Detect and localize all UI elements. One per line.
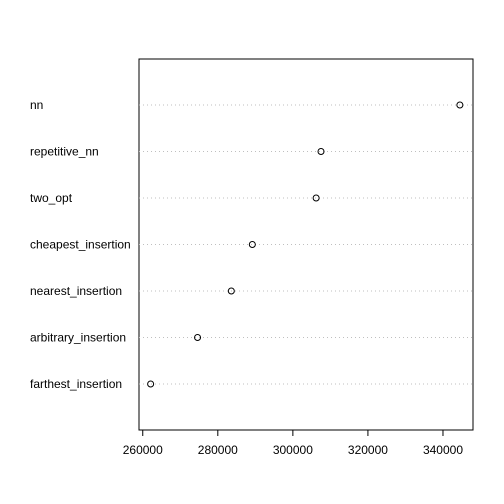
- x-tick-label: 340000: [423, 443, 463, 457]
- category-labels: nn repetitive_nn two_opt cheapest_insertion…: [30, 98, 131, 391]
- category-label: nearest_insertion: [30, 284, 122, 298]
- plot-frame: [139, 59, 473, 430]
- data-point: [313, 195, 319, 201]
- category-label: arbitrary_insertion: [30, 331, 126, 345]
- data-point: [249, 242, 255, 248]
- category-label: nn: [30, 98, 43, 112]
- category-label: two_opt: [30, 191, 73, 205]
- x-axis: 260000 280000 300000 320000 340000: [123, 430, 464, 457]
- x-tick-label: 300000: [273, 443, 313, 457]
- category-label: repetitive_nn: [30, 145, 99, 159]
- category-label: cheapest_insertion: [30, 238, 131, 252]
- category-label: farthest_insertion: [30, 377, 122, 391]
- data-point: [148, 381, 154, 387]
- guide-lines: [139, 105, 473, 384]
- x-tick-label: 280000: [198, 443, 238, 457]
- x-tick-label: 260000: [123, 443, 163, 457]
- x-tick-label: 320000: [348, 443, 388, 457]
